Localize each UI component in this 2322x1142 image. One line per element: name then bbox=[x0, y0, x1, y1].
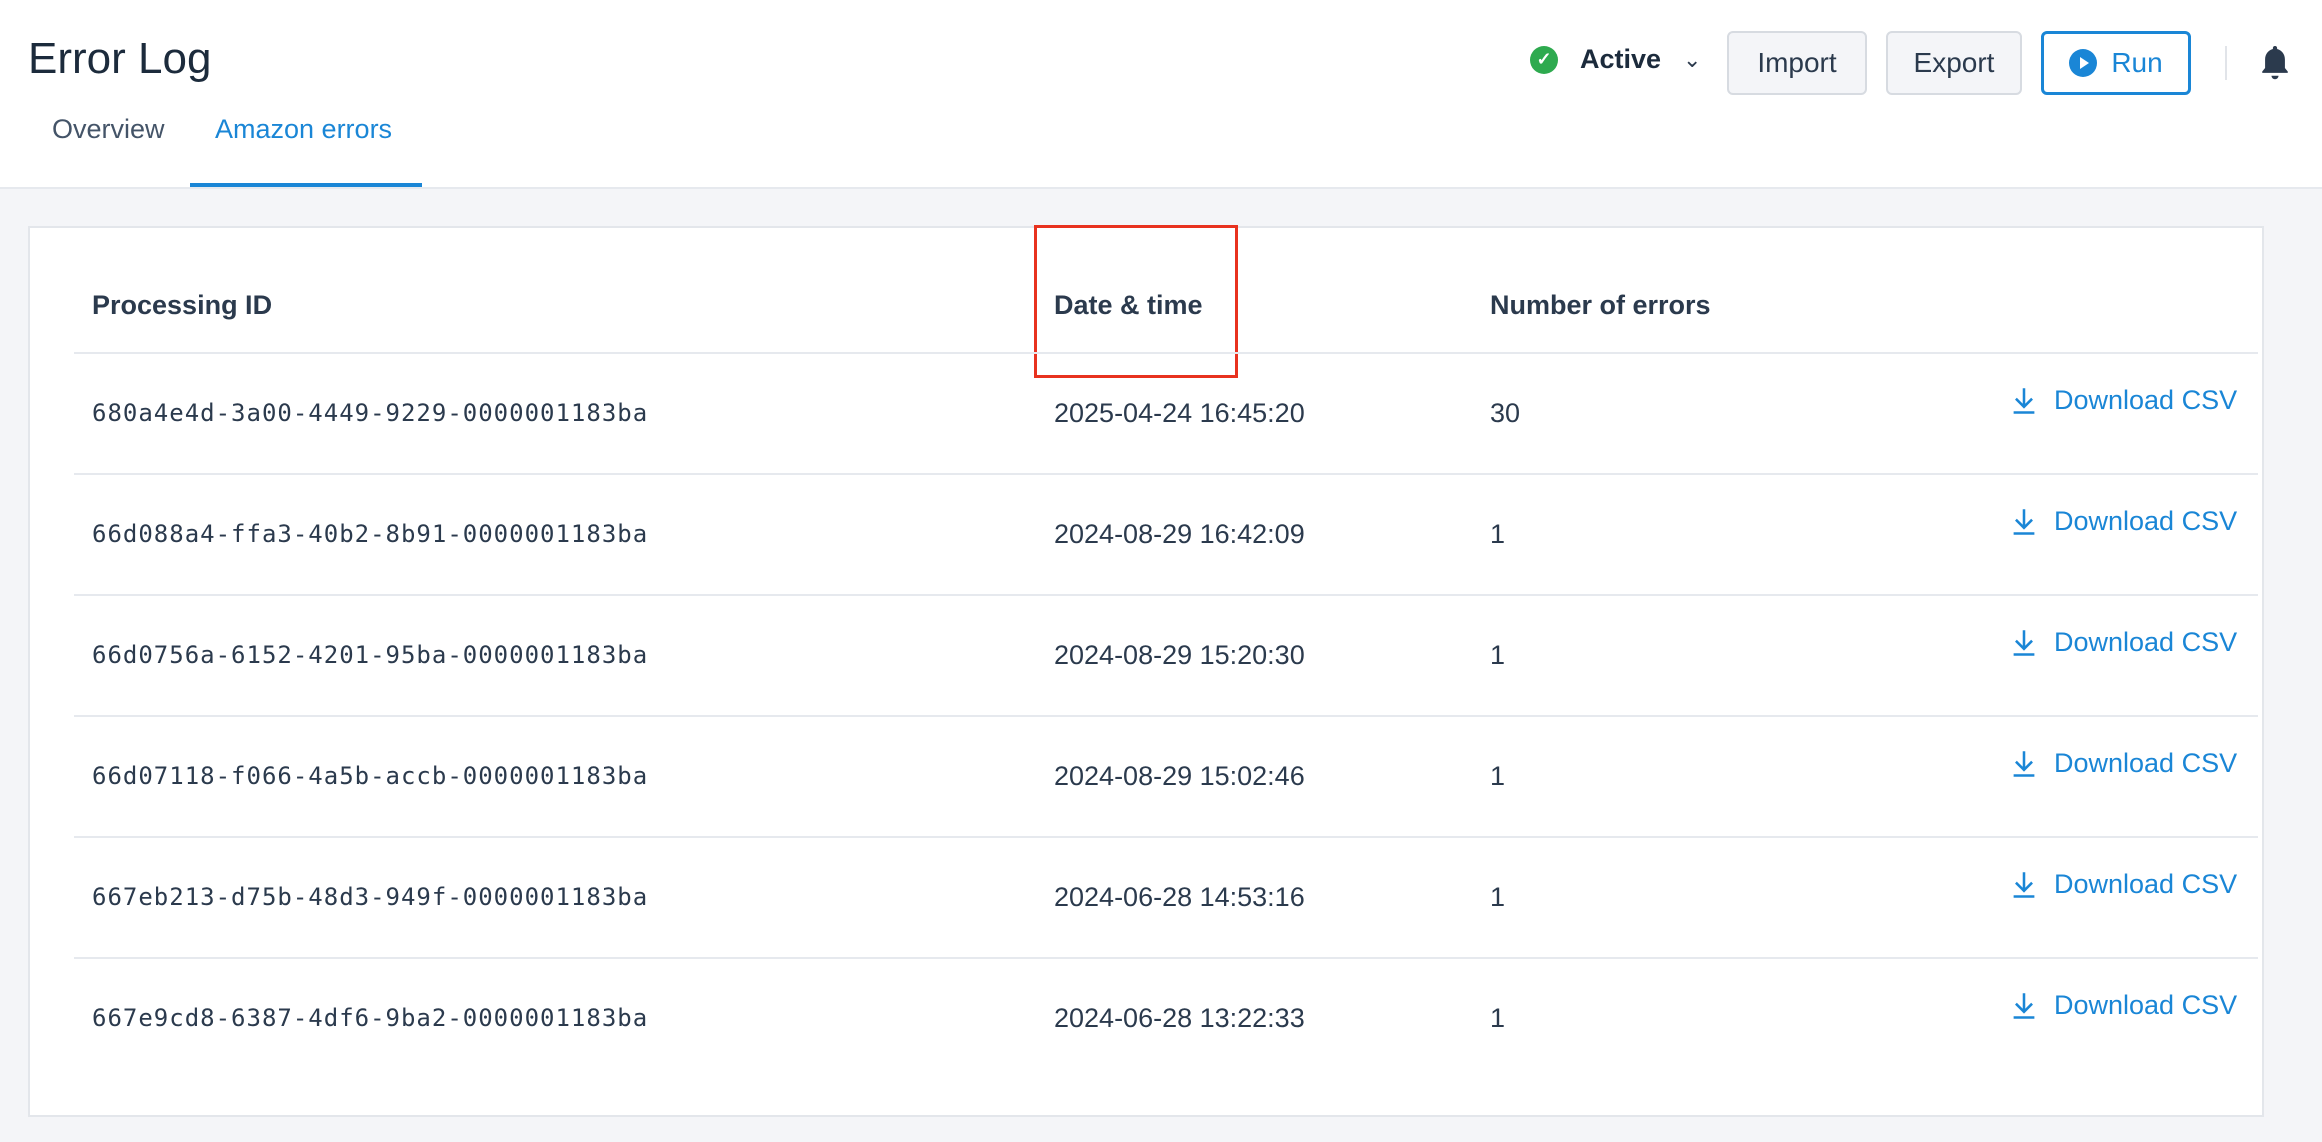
errors-table-card bbox=[28, 226, 2264, 1117]
processing-id: 66d07118-f066-4a5b-accb-0000001183ba bbox=[92, 762, 649, 790]
chevron-down-icon: ⌄ bbox=[1683, 46, 1702, 72]
download-icon bbox=[2013, 629, 2035, 656]
date-time: 2024-08-29 15:20:30 bbox=[1054, 640, 1305, 670]
processing-id: 667eb213-d75b-48d3-949f-0000001183ba bbox=[92, 883, 649, 911]
date-time: 2024-06-28 14:53:16 bbox=[1054, 882, 1305, 912]
active-tab-indicator bbox=[190, 183, 422, 187]
bell-icon[interactable] bbox=[2258, 42, 2292, 84]
download-csv-link[interactable]: Download CSV bbox=[2010, 869, 2237, 900]
number-of-errors: 1 bbox=[1490, 640, 1506, 670]
download-csv-link[interactable]: Download CSV bbox=[2010, 506, 2237, 537]
download-csv-link[interactable]: Download CSV bbox=[2010, 385, 2237, 416]
row-separator bbox=[74, 836, 2258, 838]
run-label: Run bbox=[2111, 47, 2163, 78]
row-separator bbox=[74, 715, 2258, 717]
status-label: Active bbox=[1580, 44, 1662, 74]
processing-id: 66d0756a-6152-4201-95ba-0000001183ba bbox=[92, 641, 649, 669]
highlight-box bbox=[1034, 225, 1238, 378]
column-header-date-time: Date & time bbox=[1054, 290, 1203, 320]
row-separator bbox=[74, 352, 2258, 354]
download-icon bbox=[2013, 508, 2035, 535]
processing-id: 667e9cd8-6387-4df6-9ba2-0000001183ba bbox=[92, 1004, 649, 1032]
column-header-number-of-errors: Number of errors bbox=[1490, 290, 1711, 320]
download-csv-label: Download CSV bbox=[2054, 869, 2238, 899]
page-header: Error Log Overview Amazon errors ✓ Activ… bbox=[0, 0, 2322, 189]
run-button[interactable]: Run bbox=[2041, 31, 2191, 95]
download-csv-label: Download CSV bbox=[2054, 748, 2238, 778]
status-dropdown[interactable]: ✓ Active ⌄ bbox=[1530, 44, 1701, 75]
download-csv-link[interactable]: Download CSV bbox=[2010, 748, 2237, 779]
row-separator bbox=[74, 957, 2258, 959]
date-time: 2025-04-24 16:45:20 bbox=[1054, 398, 1305, 428]
row-separator bbox=[74, 473, 2258, 475]
number-of-errors: 1 bbox=[1490, 761, 1506, 791]
number-of-errors: 30 bbox=[1490, 398, 1521, 428]
play-icon bbox=[2069, 49, 2098, 77]
download-csv-label: Download CSV bbox=[2054, 506, 2238, 536]
number-of-errors: 1 bbox=[1490, 1003, 1506, 1033]
date-time: 2024-06-28 13:22:33 bbox=[1054, 1003, 1305, 1033]
date-time: 2024-08-29 15:02:46 bbox=[1054, 761, 1305, 791]
tab-overview[interactable]: Overview bbox=[52, 114, 165, 144]
download-icon bbox=[2013, 750, 2035, 777]
check-circle-icon: ✓ bbox=[1530, 45, 1558, 74]
download-csv-link[interactable]: Download CSV bbox=[2010, 990, 2237, 1021]
row-separator bbox=[74, 594, 2258, 596]
download-csv-label: Download CSV bbox=[2054, 627, 2238, 657]
download-icon bbox=[2013, 387, 2035, 414]
page-title: Error Log bbox=[28, 34, 212, 83]
download-icon bbox=[2013, 871, 2035, 898]
download-csv-label: Download CSV bbox=[2054, 385, 2238, 415]
processing-id: 680a4e4d-3a00-4449-9229-0000001183ba bbox=[92, 399, 649, 427]
import-button[interactable]: Import bbox=[1727, 31, 1867, 95]
download-csv-label: Download CSV bbox=[2054, 990, 2238, 1020]
download-icon bbox=[2013, 992, 2035, 1019]
number-of-errors: 1 bbox=[1490, 519, 1506, 549]
download-csv-link[interactable]: Download CSV bbox=[2010, 627, 2237, 658]
column-header-processing-id: Processing ID bbox=[92, 290, 273, 320]
export-button[interactable]: Export bbox=[1886, 31, 2022, 95]
processing-id: 66d088a4-ffa3-40b2-8b91-0000001183ba bbox=[92, 520, 649, 548]
date-time: 2024-08-29 16:42:09 bbox=[1054, 519, 1305, 549]
divider bbox=[2225, 46, 2227, 80]
tab-amazon-errors[interactable]: Amazon errors bbox=[215, 114, 393, 144]
number-of-errors: 1 bbox=[1490, 882, 1506, 912]
